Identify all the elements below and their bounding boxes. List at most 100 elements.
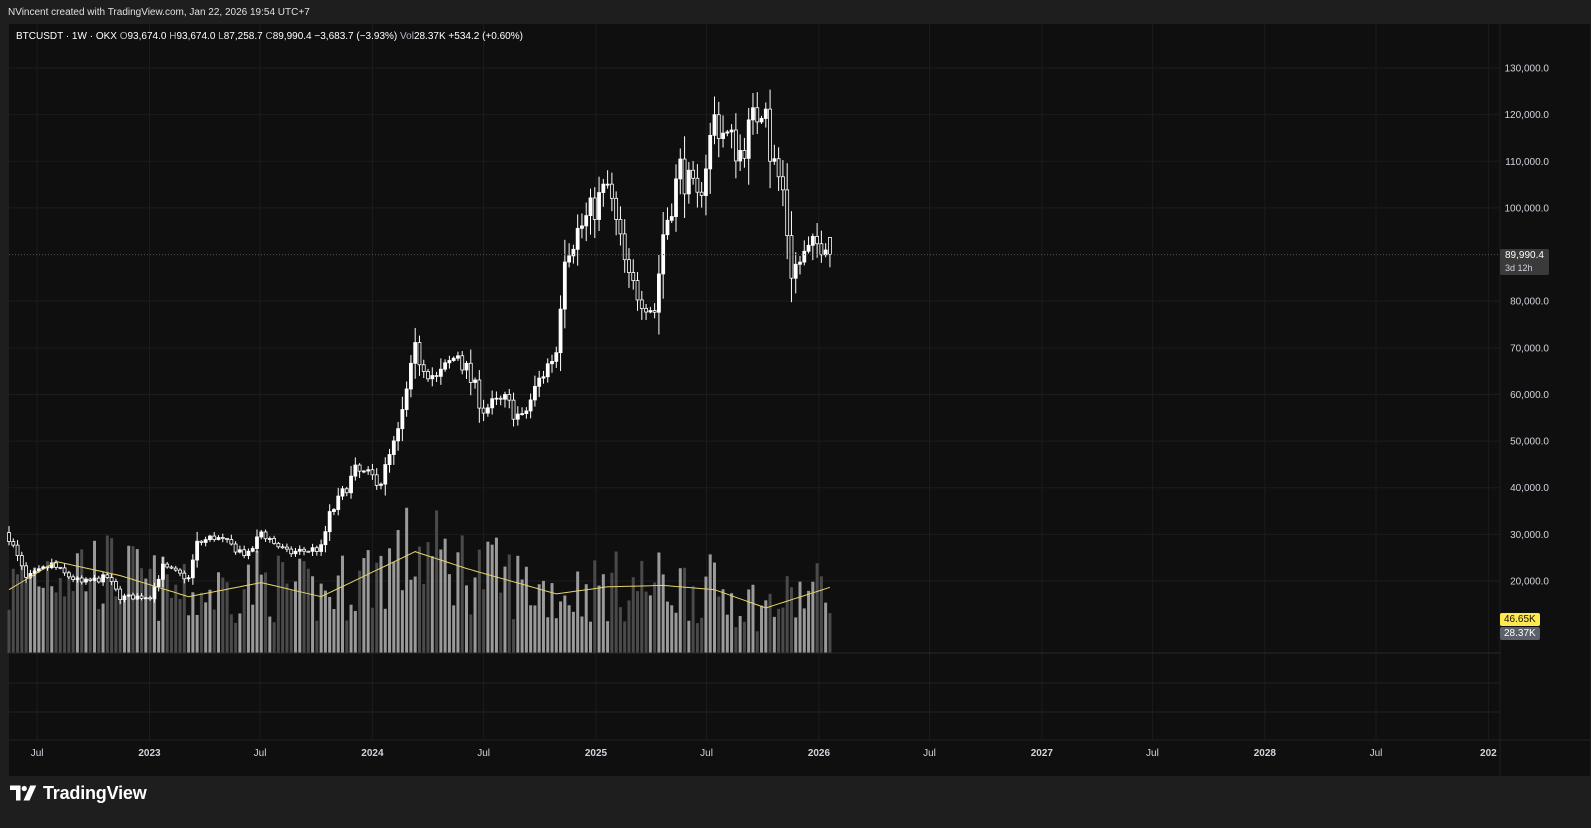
volume-bar xyxy=(811,581,815,653)
volume-bar xyxy=(148,568,152,653)
candle-body xyxy=(417,342,422,366)
volume-bar xyxy=(383,608,387,653)
volume-bar xyxy=(409,579,413,653)
legend-change: −3,683.7 (−3.93%) xyxy=(314,31,398,42)
candle-body xyxy=(691,169,696,179)
candle-body xyxy=(148,597,152,600)
volume-bar xyxy=(443,538,447,653)
volume-bar xyxy=(507,554,511,653)
candle-body xyxy=(438,368,443,377)
volume-bar xyxy=(221,577,225,653)
volume-bar xyxy=(554,618,558,653)
volume-bar xyxy=(195,614,199,653)
volume-bar xyxy=(576,571,580,653)
candle-body xyxy=(242,549,247,556)
candle-body xyxy=(229,539,234,545)
candle-body xyxy=(477,379,482,409)
candle-body xyxy=(319,544,324,552)
volume-bar xyxy=(678,568,682,653)
candle-body xyxy=(524,410,529,415)
volume-bar xyxy=(259,574,263,653)
bar-countdown: 3d 12h xyxy=(1505,263,1533,273)
volume-bar xyxy=(447,574,451,653)
volume-bar xyxy=(285,583,289,653)
candle-body xyxy=(738,150,743,162)
volume-bar xyxy=(469,614,473,653)
volume-bar xyxy=(345,620,349,653)
candle-body xyxy=(310,547,315,552)
tradingview-logo[interactable]: TradingView xyxy=(10,780,147,806)
candle-body xyxy=(15,544,20,557)
volume-bar xyxy=(58,577,62,653)
candle-body xyxy=(558,308,563,354)
volume-bar xyxy=(405,507,409,653)
candle-body xyxy=(225,537,229,540)
volume-bar xyxy=(781,607,785,653)
volume-bar xyxy=(204,602,208,653)
candle-body xyxy=(528,399,533,412)
volume-bar xyxy=(234,622,238,653)
volume-bar xyxy=(789,587,793,653)
time-tick-label: Jul xyxy=(700,748,713,759)
candle-body xyxy=(601,183,606,193)
candle-body xyxy=(614,197,619,220)
candle-body xyxy=(374,474,379,486)
volume-bar xyxy=(559,601,563,653)
candle-body xyxy=(58,566,63,569)
candle-body xyxy=(541,376,546,379)
candle-body xyxy=(605,183,610,186)
time-tick-label: 2023 xyxy=(138,748,161,759)
volume-bar xyxy=(529,605,533,653)
candle-body xyxy=(793,263,798,279)
volume-bar xyxy=(807,590,811,653)
volume-bar xyxy=(272,622,276,653)
legend-symbol: BTCUSDT · 1W · OKX xyxy=(16,31,117,42)
volume-bar xyxy=(169,597,173,653)
volume-bar xyxy=(798,581,802,653)
volume-bar xyxy=(430,556,434,653)
volume-bar xyxy=(623,621,627,653)
candle-body xyxy=(742,150,747,159)
candle-body xyxy=(182,572,187,580)
candle-body xyxy=(340,488,345,497)
candle-body xyxy=(285,546,289,550)
volume-bar xyxy=(152,555,156,653)
candle-body xyxy=(255,536,259,549)
volume-bar xyxy=(319,583,323,653)
candle-body xyxy=(772,158,777,162)
candle-body xyxy=(567,255,572,263)
volume-bar xyxy=(75,553,79,653)
candle-body xyxy=(464,362,469,371)
candle-body xyxy=(237,549,242,553)
candle-body xyxy=(349,475,353,494)
candle-body xyxy=(592,197,597,220)
candle-body xyxy=(485,407,490,414)
candle-body xyxy=(37,568,41,572)
price-tick-label: 110,000.0 xyxy=(1505,157,1549,168)
legend-vol-label: Vol xyxy=(400,31,414,42)
grid-lines xyxy=(9,24,1500,740)
time-tick-label: 202 xyxy=(1480,748,1497,759)
volume-bar xyxy=(370,607,374,653)
volume-bar xyxy=(315,620,319,653)
candle-body xyxy=(143,597,148,600)
candle-body xyxy=(810,235,815,246)
volume-bar xyxy=(785,576,789,653)
tradingview-logo-icon xyxy=(10,785,37,801)
volume-bar xyxy=(379,555,383,653)
candle-body xyxy=(652,310,657,313)
volume-bar xyxy=(242,589,246,653)
volume-bar xyxy=(144,578,148,653)
volume-bar xyxy=(306,568,310,653)
candle-body xyxy=(644,308,648,313)
candle-body xyxy=(584,215,589,227)
candle-body xyxy=(682,158,687,195)
volume-bar xyxy=(199,592,203,653)
time-tick-label: 2024 xyxy=(361,748,384,759)
legend-vol-change: +534.2 (+0.60%) xyxy=(448,31,523,42)
volume-bar xyxy=(426,542,430,653)
candle-body xyxy=(597,192,601,220)
candle-body xyxy=(409,362,413,390)
candle-body xyxy=(686,169,691,195)
